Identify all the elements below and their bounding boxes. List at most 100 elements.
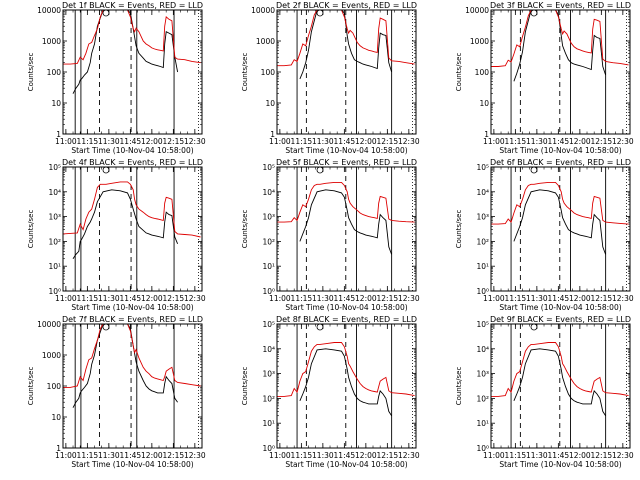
x-tick-label: 12:30: [184, 451, 206, 460]
chart-title: Det 5f BLACK = Events, RED = LLD: [276, 158, 417, 167]
x-tick-label: 11:45: [120, 137, 142, 146]
plot-area: [491, 10, 629, 134]
x-tick-label: 11:45: [548, 294, 570, 303]
y-tick-label: 10²: [476, 237, 489, 246]
y-tick-label: 10¹: [262, 419, 275, 428]
x-tick-label: 12:30: [398, 294, 420, 303]
chart-title: Det 9f BLACK = Events, RED = LLD: [490, 315, 631, 324]
y-axis-label: Counts/sec: [455, 367, 463, 406]
x-tick-label: 11:30: [98, 137, 120, 146]
x-axis-label: Start Time (10-Nov-04 10:58:00): [285, 460, 407, 469]
x-tick-label: 11:15: [505, 294, 527, 303]
plot-frame: [62, 9, 203, 135]
x-tick-label: 11:15: [77, 137, 99, 146]
y-tick-label: 10²: [48, 237, 61, 246]
y-tick-label: 1000: [42, 351, 61, 360]
x-tick-label: 11:30: [526, 451, 548, 460]
x-tick-label: 11:00: [269, 137, 291, 146]
y-axis-label: Counts/sec: [455, 210, 463, 249]
y-tick-label: 10⁵: [476, 163, 489, 172]
y-tick-label: 10⁰: [476, 444, 489, 453]
y-tick-label: 10²: [262, 394, 275, 403]
x-tick-label: 12:15: [377, 294, 399, 303]
x-tick-label: 12:15: [163, 294, 185, 303]
y-tick-label: 10¹: [48, 262, 61, 271]
series-lld: [277, 342, 415, 397]
y-tick-label: 10³: [476, 213, 489, 222]
plot-area: [491, 167, 629, 291]
y-tick-label: 1000: [470, 37, 489, 46]
chart-title: Det 1f BLACK = Events, RED = LLD: [62, 1, 203, 10]
x-tick-label: 12:30: [612, 294, 634, 303]
y-tick-label: 10⁵: [48, 163, 61, 172]
y-tick-label: 10: [479, 99, 489, 108]
y-tick-label: 10⁴: [476, 345, 489, 354]
panel-det-4: Det 4f BLACK = Events, RED = LLD 10⁰ 10¹ 10…: [27, 158, 206, 312]
x-axis-label: Start Time (10-Nov-04 10:58:00): [499, 146, 621, 155]
peak-marker: [102, 323, 110, 331]
series-events: [513, 348, 606, 416]
y-axis-label: Counts/sec: [241, 210, 249, 249]
peak-marker: [316, 323, 324, 331]
x-tick-label: 12:00: [355, 137, 377, 146]
x-tick-label: 11:15: [77, 294, 99, 303]
y-tick-label: 10: [265, 99, 275, 108]
y-tick-label: 10³: [262, 370, 275, 379]
y-tick-label: 10²: [262, 237, 275, 246]
y-tick-label: 10¹: [262, 262, 275, 271]
y-tick-label: 10³: [262, 213, 275, 222]
panel-det-2: Det 2f BLACK = Events, RED = LLD 1 10 100 10…: [241, 1, 420, 155]
y-tick-label: 10¹: [476, 419, 489, 428]
plot-area: [277, 324, 415, 448]
x-tick-label: 12:15: [591, 137, 613, 146]
chart-title: Det 2f BLACK = Events, RED = LLD: [276, 1, 417, 10]
y-axis-label: Counts/sec: [241, 367, 249, 406]
x-tick-label: 11:15: [291, 137, 313, 146]
panel-det-3: Det 3f BLACK = Events, RED = LLD 1 10 100 10…: [455, 1, 634, 155]
plot-area: [491, 324, 629, 448]
plot-frame: [490, 9, 631, 135]
x-tick-label: 11:00: [483, 137, 505, 146]
plot-frame: [62, 323, 203, 449]
y-tick-label: 10⁵: [476, 320, 489, 329]
x-axis-label: Start Time (10-Nov-04 10:58:00): [285, 146, 407, 155]
series-events: [72, 189, 179, 259]
peak-marker: [316, 166, 324, 174]
x-tick-label: 12:00: [141, 294, 163, 303]
series-lld: [63, 324, 201, 388]
panel-det-1: Det 1f BLACK = Events, RED = LLD 1 10 100 10…: [27, 1, 206, 155]
x-tick-label: 11:45: [548, 137, 570, 146]
x-tick-label: 11:00: [269, 451, 291, 460]
x-tick-label: 11:30: [312, 451, 334, 460]
series-lld: [491, 10, 629, 67]
y-tick-label: 10000: [251, 6, 275, 15]
y-tick-label: 10²: [476, 394, 489, 403]
y-tick-label: 10⁴: [48, 188, 61, 197]
plot-area: [63, 10, 201, 134]
x-axis-label: Start Time (10-Nov-04 10:58:00): [71, 303, 193, 312]
x-axis-label: Start Time (10-Nov-04 10:58:00): [71, 460, 193, 469]
y-axis-label: Counts/sec: [27, 367, 35, 406]
x-axis-label: Start Time (10-Nov-04 10:58:00): [499, 460, 621, 469]
x-tick-label: 11:00: [55, 294, 77, 303]
x-tick-label: 12:00: [355, 294, 377, 303]
x-tick-label: 11:45: [548, 451, 570, 460]
series-events: [299, 189, 393, 255]
y-tick-label: 1: [484, 130, 489, 139]
y-tick-label: 10⁰: [262, 287, 275, 296]
plot-area: [277, 167, 415, 291]
series-lld: [491, 181, 629, 225]
y-tick-label: 10000: [37, 6, 61, 15]
x-tick-label: 11:00: [269, 294, 291, 303]
x-tick-label: 11:45: [120, 451, 142, 460]
series-lld: [63, 10, 201, 65]
series-lld: [277, 10, 415, 67]
x-tick-label: 11:30: [526, 294, 548, 303]
series-lld: [491, 342, 629, 397]
x-axis-label: Start Time (10-Nov-04 10:58:00): [71, 146, 193, 155]
peak-marker: [530, 9, 538, 17]
x-tick-label: 12:30: [612, 137, 634, 146]
x-tick-label: 11:45: [334, 451, 356, 460]
y-tick-label: 10⁴: [262, 188, 275, 197]
